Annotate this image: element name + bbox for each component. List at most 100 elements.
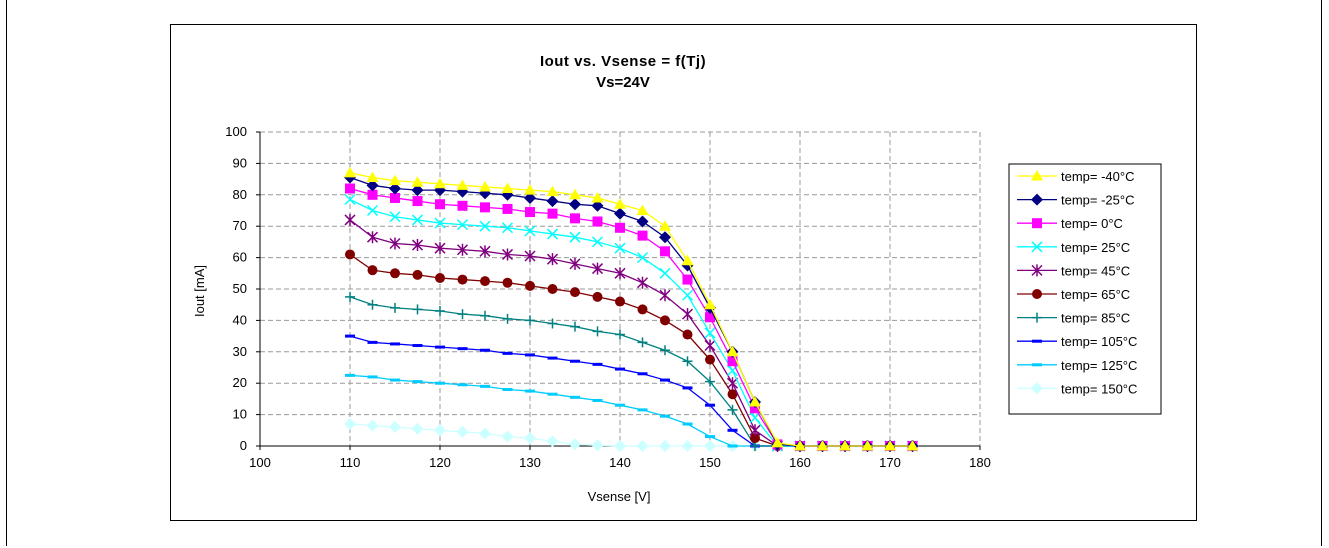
data-point: [434, 242, 446, 255]
data-point: [525, 207, 535, 218]
y-tick-label: 50: [233, 281, 247, 296]
data-point: [344, 166, 356, 178]
data-point: [705, 312, 715, 323]
data-point: [569, 198, 581, 211]
data-point: [794, 440, 806, 451]
data-point: [659, 220, 671, 231]
data-point: [569, 257, 581, 270]
data-point: [524, 184, 536, 195]
data-point: [345, 249, 355, 260]
data-point: [435, 199, 445, 210]
data-point: [592, 291, 603, 302]
data-point: [569, 438, 581, 451]
page-frame: [6, 0, 1322, 546]
data-point: [525, 389, 535, 393]
data-point: [367, 189, 378, 200]
data-point: [749, 424, 761, 437]
data-point: [681, 308, 694, 321]
legend-label: temp= 65°C: [1061, 287, 1130, 302]
data-point: [389, 211, 401, 223]
data-point: [592, 326, 603, 337]
legend-marker: [1032, 363, 1042, 367]
data-point: [614, 267, 626, 280]
data-point: [389, 182, 401, 195]
data-point: [659, 289, 671, 302]
data-point: [412, 380, 423, 384]
data-point: [366, 179, 379, 192]
data-point: [637, 408, 648, 412]
data-point: [412, 269, 423, 280]
data-point: [727, 428, 738, 432]
y-tick-label: 70: [233, 218, 247, 233]
data-point: [479, 427, 491, 440]
x-tick-label: 100: [249, 455, 271, 470]
data-point: [457, 347, 468, 351]
data-point: [636, 276, 649, 289]
data-point: [367, 299, 378, 310]
data-point: [502, 351, 513, 355]
data-point: [704, 327, 716, 339]
data-point: [615, 367, 625, 371]
data-point: [457, 309, 468, 320]
data-point: [524, 191, 536, 204]
data-point: [344, 213, 356, 226]
data-point: [389, 174, 401, 186]
data-point: [434, 217, 446, 229]
data-point: [456, 425, 469, 438]
data-point: [636, 204, 649, 215]
data-point: [390, 192, 400, 203]
legend-label: temp= 45°C: [1061, 263, 1130, 278]
data-point: [456, 243, 469, 256]
x-tick-label: 180: [969, 455, 991, 470]
data-point: [592, 362, 603, 366]
data-point: [366, 419, 379, 432]
data-point: [636, 215, 649, 228]
data-point: [390, 268, 400, 279]
data-point: [389, 237, 401, 250]
data-point: [390, 302, 400, 313]
data-point: [682, 422, 693, 426]
data-point: [457, 383, 468, 387]
chart-subtitle: Vs=24V: [596, 74, 650, 91]
data-point: [659, 267, 671, 279]
data-point: [660, 378, 670, 382]
legend-label: temp= 85°C: [1061, 311, 1130, 326]
legend-marker: [1032, 312, 1042, 323]
legend-label: temp= -40°C: [1061, 169, 1134, 184]
data-point: [457, 274, 468, 285]
data-point: [524, 225, 536, 237]
y-tick-label: 60: [233, 250, 247, 265]
legend-marker: [1031, 264, 1043, 277]
data-point: [682, 274, 693, 285]
data-point: [660, 246, 670, 257]
data-point: [502, 277, 513, 288]
data-point: [434, 177, 446, 189]
data-point: [591, 439, 604, 452]
data-point: [839, 440, 851, 451]
data-point: [592, 216, 603, 227]
data-point: [570, 213, 580, 224]
data-point: [682, 386, 693, 390]
data-point: [524, 250, 536, 263]
data-point: [390, 378, 400, 382]
data-point: [480, 348, 490, 352]
data-point: [480, 276, 490, 287]
data-point: [570, 359, 580, 363]
legend-marker: [1032, 289, 1042, 299]
y-tick-label: 100: [225, 124, 247, 139]
data-point: [456, 179, 469, 190]
x-tick-label: 170: [879, 455, 901, 470]
y-tick-label: 20: [233, 375, 247, 390]
data-point: [546, 195, 559, 208]
data-point: [547, 284, 558, 294]
data-point: [726, 345, 739, 357]
data-point: [660, 414, 670, 418]
x-axis-label: Vsense [V]: [588, 489, 651, 504]
data-point: [615, 222, 625, 233]
data-point: [727, 444, 738, 448]
data-point: [614, 242, 626, 254]
data-point: [390, 342, 400, 346]
data-point: [547, 208, 558, 219]
data-point: [816, 440, 829, 451]
data-point: [411, 176, 424, 187]
